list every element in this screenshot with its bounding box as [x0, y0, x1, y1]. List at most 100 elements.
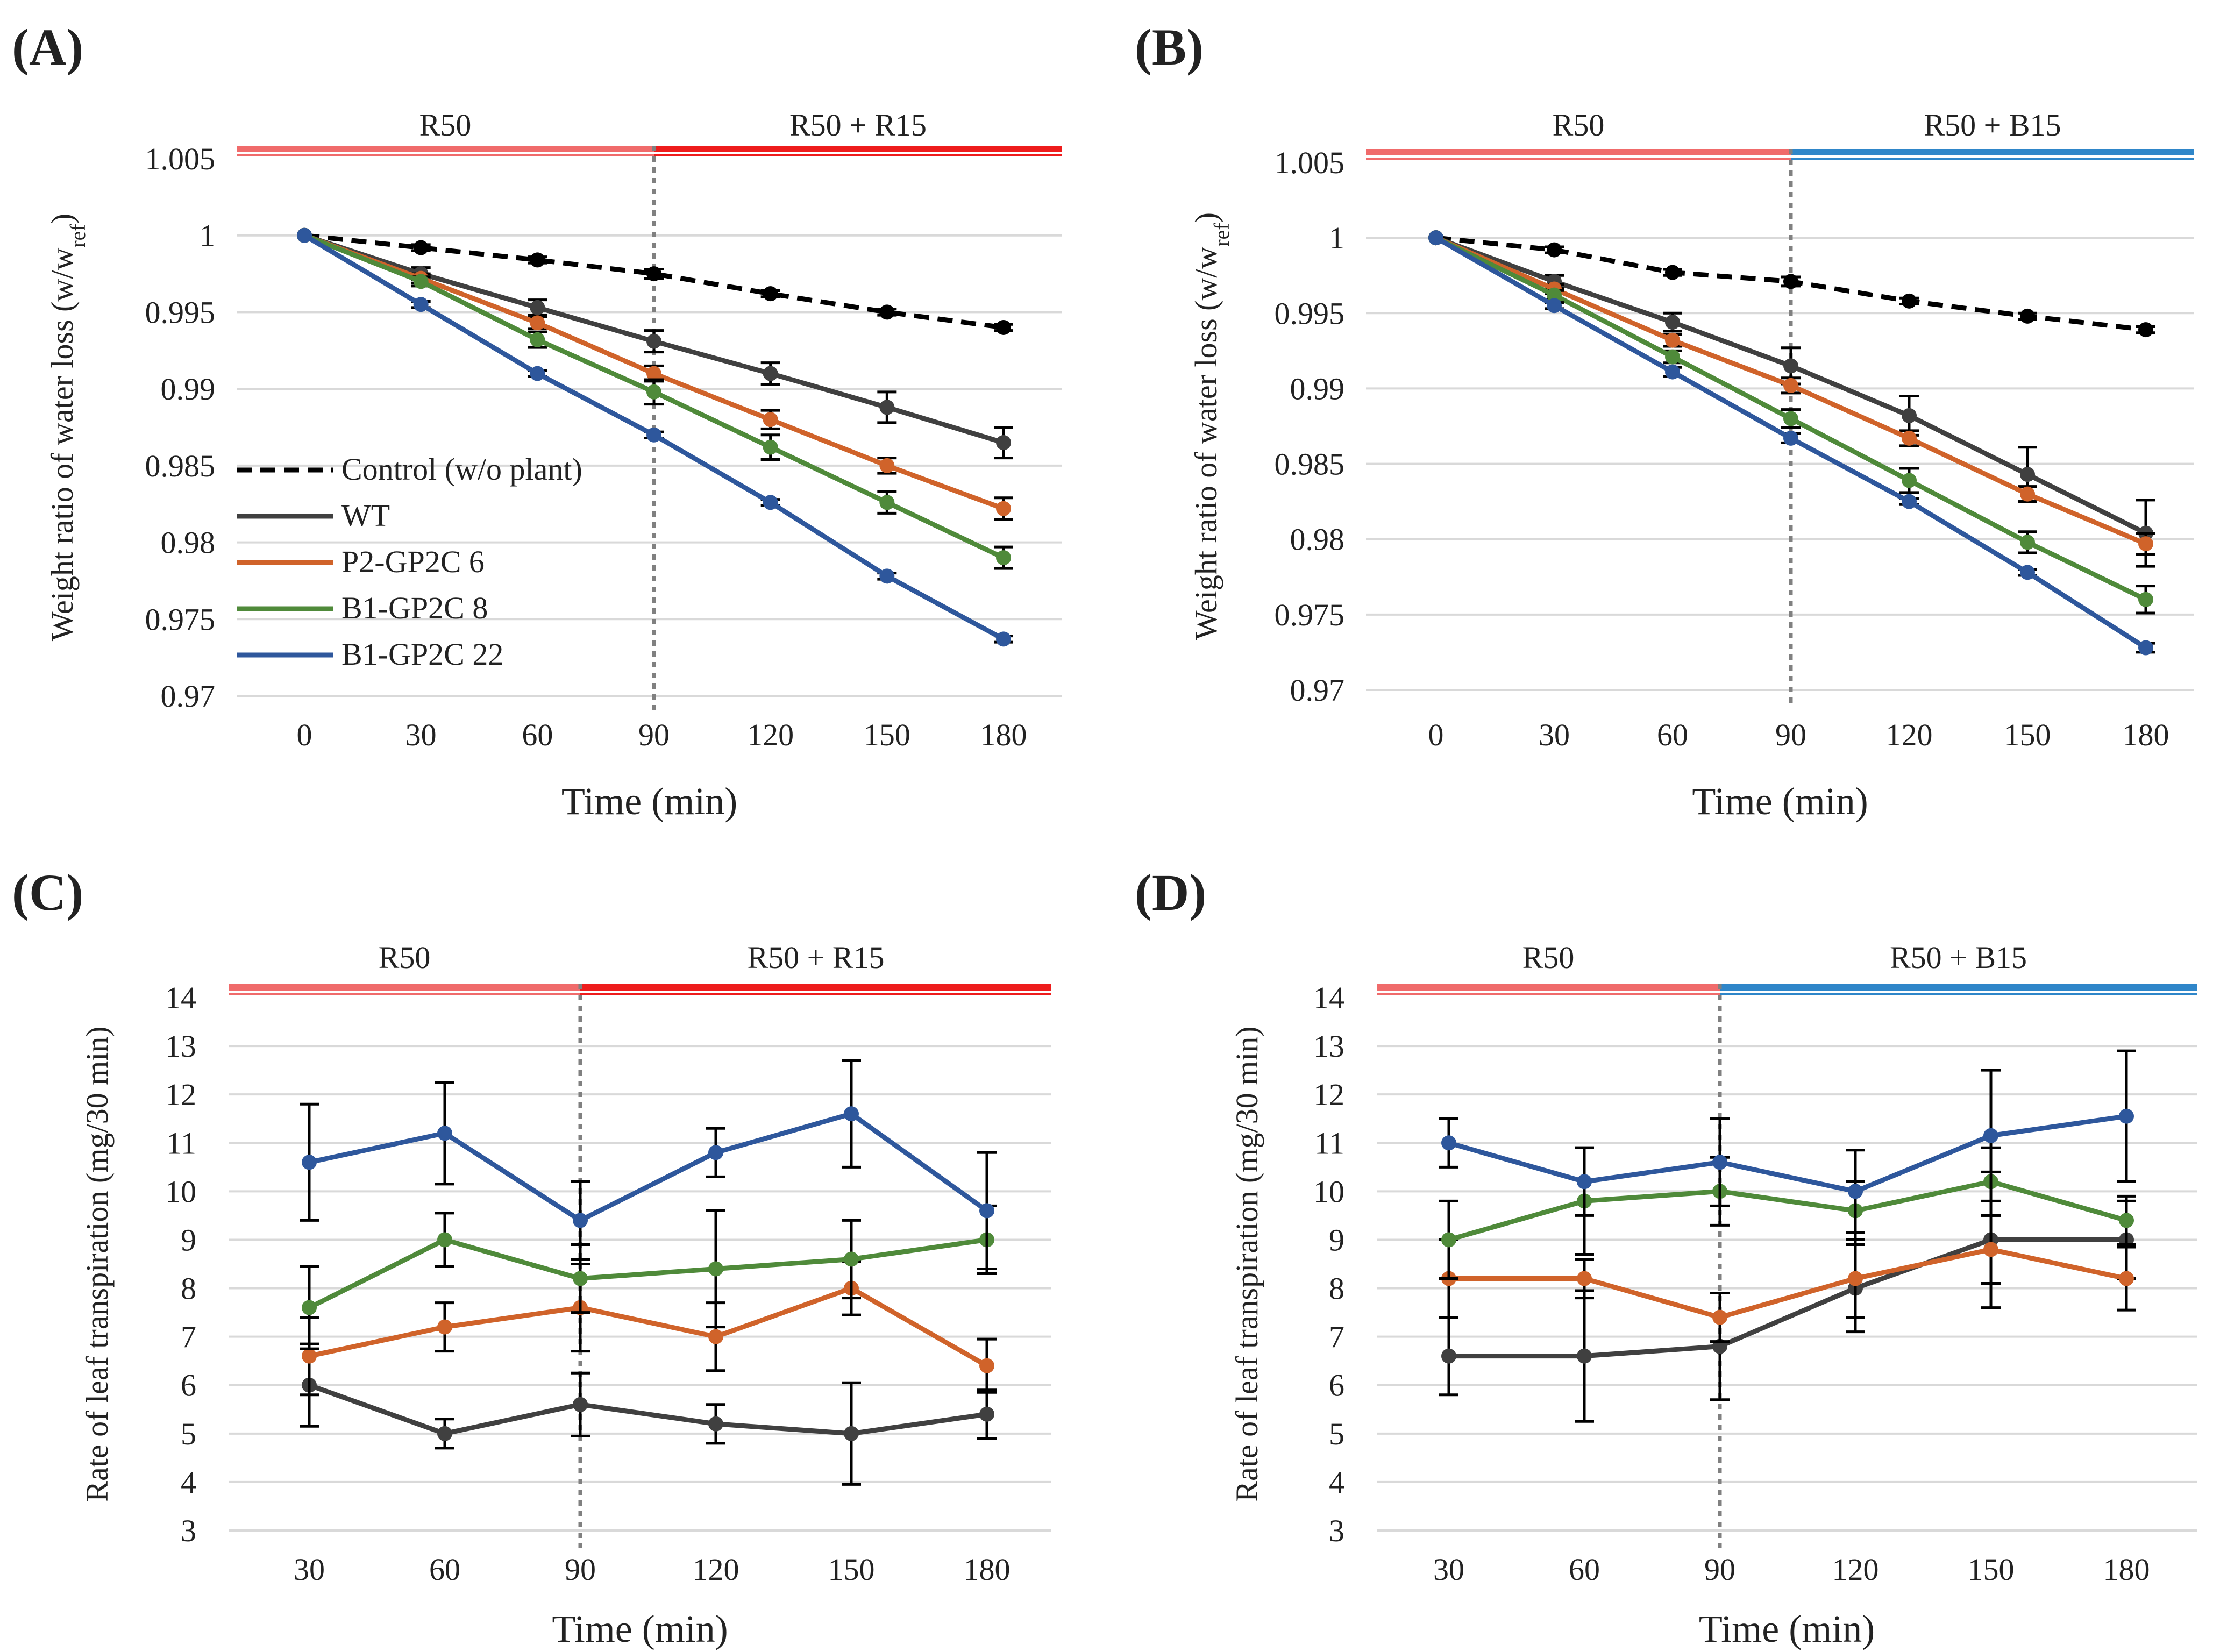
data-point	[879, 400, 895, 415]
data-point	[763, 495, 778, 510]
legend-label: B1-GP2C 8	[341, 590, 488, 625]
y-tick-label: 10	[1313, 1174, 1344, 1209]
data-point	[1547, 298, 1562, 314]
data-point	[2119, 1271, 2134, 1286]
y-tick-label: 4	[1329, 1465, 1344, 1500]
data-point	[1712, 1309, 1727, 1325]
data-point	[996, 435, 1011, 451]
data-point	[413, 274, 429, 289]
x-tick-label: 120	[747, 717, 794, 752]
data-point	[297, 227, 312, 243]
x-tick-label: 90	[1704, 1552, 1735, 1587]
y-tick-label: 1.005	[1275, 145, 1345, 180]
y-axis-title-subscript: ref	[66, 224, 90, 248]
period-bar-2	[580, 984, 1051, 995]
period-bar-underline	[1791, 158, 2194, 160]
data-point	[844, 1426, 859, 1441]
period-label: R50	[1553, 108, 1605, 143]
data-point	[1783, 411, 1798, 426]
data-point	[646, 266, 661, 282]
period-bar-fill	[1366, 149, 1791, 155]
series-b1-gp2c-22	[297, 227, 1013, 647]
period-bar-underline	[654, 154, 1062, 156]
data-point	[1902, 494, 1917, 509]
series-wt	[297, 227, 1013, 460]
data-point	[844, 1251, 859, 1267]
y-axis-title-subscript: ref	[1209, 223, 1234, 247]
data-point	[1783, 430, 1798, 446]
period-bar-fill	[654, 146, 1062, 152]
x-tick-label: 90	[1775, 717, 1806, 752]
data-point	[1577, 1348, 1592, 1364]
y-axis-title-main: Weight ratio of water loss (w/w	[45, 248, 80, 642]
data-point	[979, 1406, 994, 1422]
data-point	[437, 1126, 452, 1141]
period-bar-underline	[1377, 993, 1720, 995]
y-tick-label: 1	[1329, 220, 1344, 255]
period-bar-fill	[1377, 984, 1720, 991]
y-tick-label: 7	[181, 1320, 196, 1355]
y-tick-label: 4	[181, 1465, 196, 1500]
period-bar-underline	[1366, 158, 1791, 160]
y-tick-label: 6	[181, 1368, 196, 1403]
data-point	[1441, 1135, 1456, 1151]
y-tick-label: 5	[181, 1416, 196, 1451]
data-point	[302, 1155, 317, 1170]
data-point	[979, 1358, 994, 1373]
x-tick-label: 30	[1433, 1552, 1464, 1587]
data-point	[2020, 486, 2035, 502]
period-label: R50	[1522, 940, 1575, 975]
x-tick-label: 120	[1832, 1552, 1879, 1587]
data-point	[646, 384, 661, 400]
data-point	[437, 1319, 452, 1335]
data-point	[1983, 1128, 1998, 1143]
y-tick-label: 0.99	[1290, 371, 1345, 406]
y-tick-label: 0.97	[1290, 673, 1345, 708]
period-bar-2	[1791, 149, 2194, 160]
chart-panel-d: (D) 14 13 12 11 10 9 8 7 6 5 4 3 R50 R50 + B15 30 60 90 12…	[1135, 864, 2197, 1650]
period-bar-fill	[237, 146, 654, 152]
y-tick-label: 1.005	[145, 141, 216, 176]
x-tick-label: 120	[1886, 717, 1933, 752]
data-point	[763, 412, 778, 428]
legend-label: WT	[341, 498, 390, 533]
y-tick-label: 9	[181, 1222, 196, 1257]
period-bar-1	[1377, 984, 1720, 995]
y-tick-label: 0.975	[1275, 597, 1345, 632]
data-point	[708, 1261, 723, 1277]
data-point	[302, 1300, 317, 1315]
data-point	[530, 366, 545, 381]
period-bar-fill	[1720, 984, 2197, 991]
y-axis-title: Weight ratio of water loss (w/wref)	[1189, 212, 1234, 640]
x-tick-label: 60	[429, 1552, 460, 1587]
y-tick-label: 9	[1329, 1222, 1344, 1257]
period-bar-2	[654, 146, 1062, 156]
data-point	[1783, 274, 1798, 289]
x-axis-title: Time (min)	[552, 1607, 728, 1650]
data-point	[763, 439, 778, 455]
data-point	[708, 1416, 723, 1432]
panel-label: (C)	[12, 864, 83, 921]
y-tick-label: 0.98	[161, 525, 216, 560]
y-tick-label: 0.995	[1275, 296, 1345, 331]
period-bar-underline	[1720, 993, 2197, 995]
data-point	[2138, 536, 2153, 552]
y-tick-label: 11	[1314, 1126, 1344, 1160]
data-point	[2020, 535, 2035, 550]
data-point	[413, 240, 429, 255]
x-tick-label: 180	[964, 1552, 1011, 1587]
y-tick-label: 8	[181, 1271, 196, 1306]
y-axis-title-main: Weight ratio of water loss (w/w	[1189, 247, 1223, 640]
data-point	[2020, 467, 2035, 482]
data-point	[763, 286, 778, 302]
data-point	[530, 315, 545, 331]
data-point	[646, 366, 661, 381]
x-tick-label: 180	[2103, 1552, 2150, 1587]
x-tick-label: 90	[638, 717, 670, 752]
data-point	[2020, 308, 2035, 324]
data-point	[1783, 358, 1798, 374]
period-label: R50 + B15	[1924, 108, 2061, 143]
data-point	[996, 319, 1011, 335]
y-tick-label: 1	[200, 218, 215, 253]
y-tick-label: 12	[1313, 1077, 1344, 1112]
